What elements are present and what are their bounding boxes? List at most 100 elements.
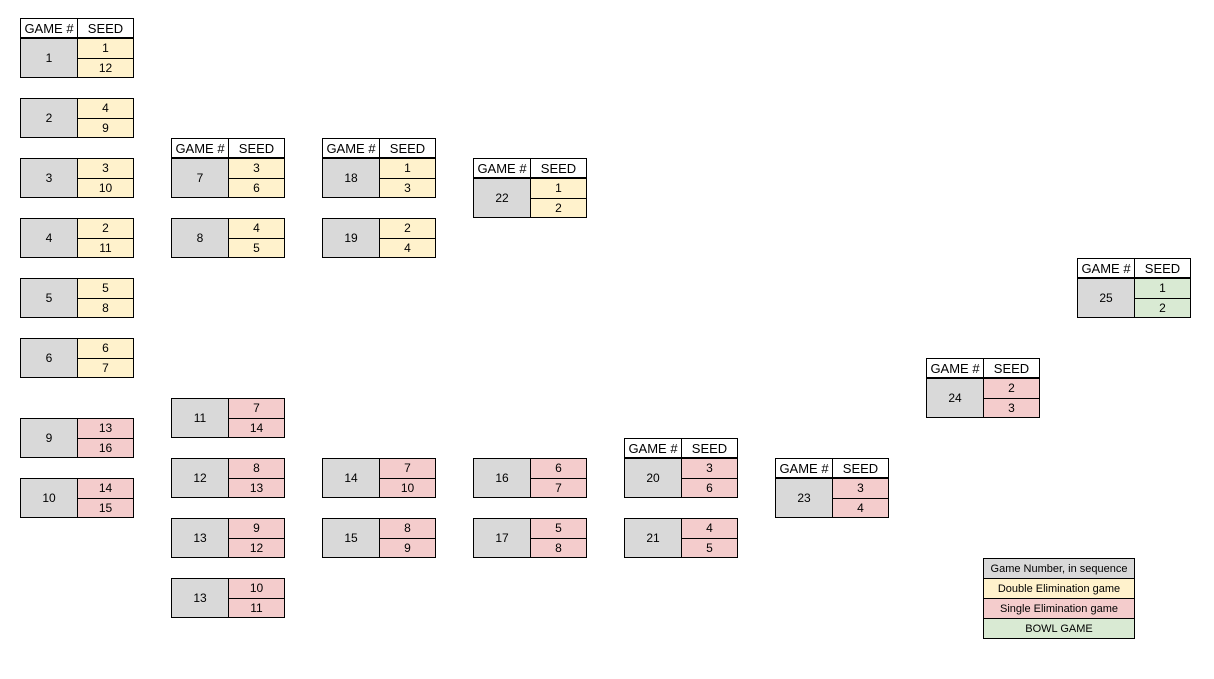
- seed-top: 4: [682, 519, 737, 538]
- game-body: 15 8 9: [322, 518, 436, 558]
- game-header: GAME # SEED: [775, 458, 889, 478]
- seed-bottom: 3: [984, 397, 1039, 417]
- seed-bottom: 5: [682, 537, 737, 557]
- game-body: 21 4 5: [624, 518, 738, 558]
- game-number: 15: [323, 519, 380, 557]
- seed-top: 3: [229, 159, 284, 178]
- game-number: 7: [172, 159, 229, 197]
- seed-pair: 10 11: [229, 579, 284, 617]
- game-number-header: GAME #: [1078, 259, 1135, 277]
- game-13-box: 13 10 11: [171, 558, 285, 618]
- seed-top: 4: [78, 99, 133, 118]
- seed-header: SEED: [1144, 260, 1181, 276]
- seed-top: 8: [380, 519, 435, 538]
- game-body: 17 5 8: [473, 518, 587, 558]
- seed-bottom: 4: [380, 237, 435, 257]
- seed-top: 1: [78, 39, 133, 58]
- seed-bottom: 6: [682, 477, 737, 497]
- game-body: 16 6 7: [473, 458, 587, 498]
- game-body: 4 2 11: [20, 218, 134, 258]
- game-number: 8: [172, 219, 229, 257]
- seed-bottom: 11: [229, 597, 284, 617]
- game-body: 20 3 6: [624, 458, 738, 498]
- game-number-header: GAME #: [172, 139, 229, 157]
- game-25-box: GAME # SEED 25 1 2: [1077, 258, 1191, 318]
- seed-top: 1: [380, 159, 435, 178]
- game-number: 19: [323, 219, 380, 257]
- game-9-box: 9 13 16: [20, 398, 134, 458]
- seed-top: 6: [531, 459, 586, 478]
- seed-header: SEED: [87, 20, 124, 36]
- seed-bottom: 13: [229, 477, 284, 497]
- game-number: 18: [323, 159, 380, 197]
- game-body: 12 8 13: [171, 458, 285, 498]
- seed-bottom: 14: [229, 417, 284, 437]
- seed-top: 9: [229, 519, 284, 538]
- game-number-header: GAME #: [625, 439, 682, 457]
- game-13-box: 13 9 12: [171, 498, 285, 558]
- game-body: 13 9 12: [171, 518, 285, 558]
- game-body: 25 1 2: [1077, 278, 1191, 318]
- game-number-header: GAME #: [927, 359, 984, 377]
- game-body: 19 2 4: [322, 218, 436, 258]
- seed-bottom: 6: [229, 177, 284, 197]
- seed-pair: 2 11: [78, 219, 133, 257]
- seed-header: SEED: [691, 440, 728, 456]
- game-number: 5: [21, 279, 78, 317]
- seed-pair: 13 16: [78, 419, 133, 457]
- seed-pair: 7 10: [380, 459, 435, 497]
- game-body: 18 1 3: [322, 158, 436, 198]
- seed-header: SEED: [993, 360, 1030, 376]
- game-23-box: GAME # SEED 23 3 4: [775, 458, 889, 518]
- game-number: 12: [172, 459, 229, 497]
- seed-top: 13: [78, 419, 133, 438]
- seed-pair: 7 14: [229, 399, 284, 437]
- game-number: 6: [21, 339, 78, 377]
- seed-header: SEED: [540, 160, 577, 176]
- game-body: 3 3 10: [20, 158, 134, 198]
- game-body: 1 1 12: [20, 38, 134, 78]
- seed-header: SEED: [842, 460, 879, 476]
- game-header: GAME # SEED: [473, 158, 587, 178]
- game-header: GAME # SEED: [20, 18, 134, 38]
- game-18-box: GAME # SEED 18 1 3: [322, 138, 436, 198]
- seed-top: 6: [78, 339, 133, 358]
- game-body: 24 2 3: [926, 378, 1040, 418]
- seed-top: 8: [229, 459, 284, 478]
- game-17-box: 17 5 8: [473, 498, 587, 558]
- game-body: 22 1 2: [473, 178, 587, 218]
- seed-bottom: 10: [380, 477, 435, 497]
- seed-top: 2: [380, 219, 435, 238]
- seed-bottom: 15: [78, 497, 133, 517]
- seed-top: 3: [78, 159, 133, 178]
- legend-item-single-elimination: Single Elimination game: [984, 598, 1134, 618]
- game-number: 4: [21, 219, 78, 257]
- seed-pair: 14 15: [78, 479, 133, 517]
- game-15-box: 15 8 9: [322, 498, 436, 558]
- seed-bottom: 9: [78, 117, 133, 137]
- seed-top: 5: [531, 519, 586, 538]
- game-body: 10 14 15: [20, 478, 134, 518]
- game-header: GAME # SEED: [322, 138, 436, 158]
- game-body: 11 7 14: [171, 398, 285, 438]
- game-7-box: GAME # SEED 7 3 6: [171, 138, 285, 198]
- seed-pair: 8 13: [229, 459, 284, 497]
- game-body: 14 7 10: [322, 458, 436, 498]
- game-20-box: GAME # SEED 20 3 6: [624, 438, 738, 498]
- game-number: 3: [21, 159, 78, 197]
- game-number: 24: [927, 379, 984, 417]
- game-14-box: 14 7 10: [322, 438, 436, 498]
